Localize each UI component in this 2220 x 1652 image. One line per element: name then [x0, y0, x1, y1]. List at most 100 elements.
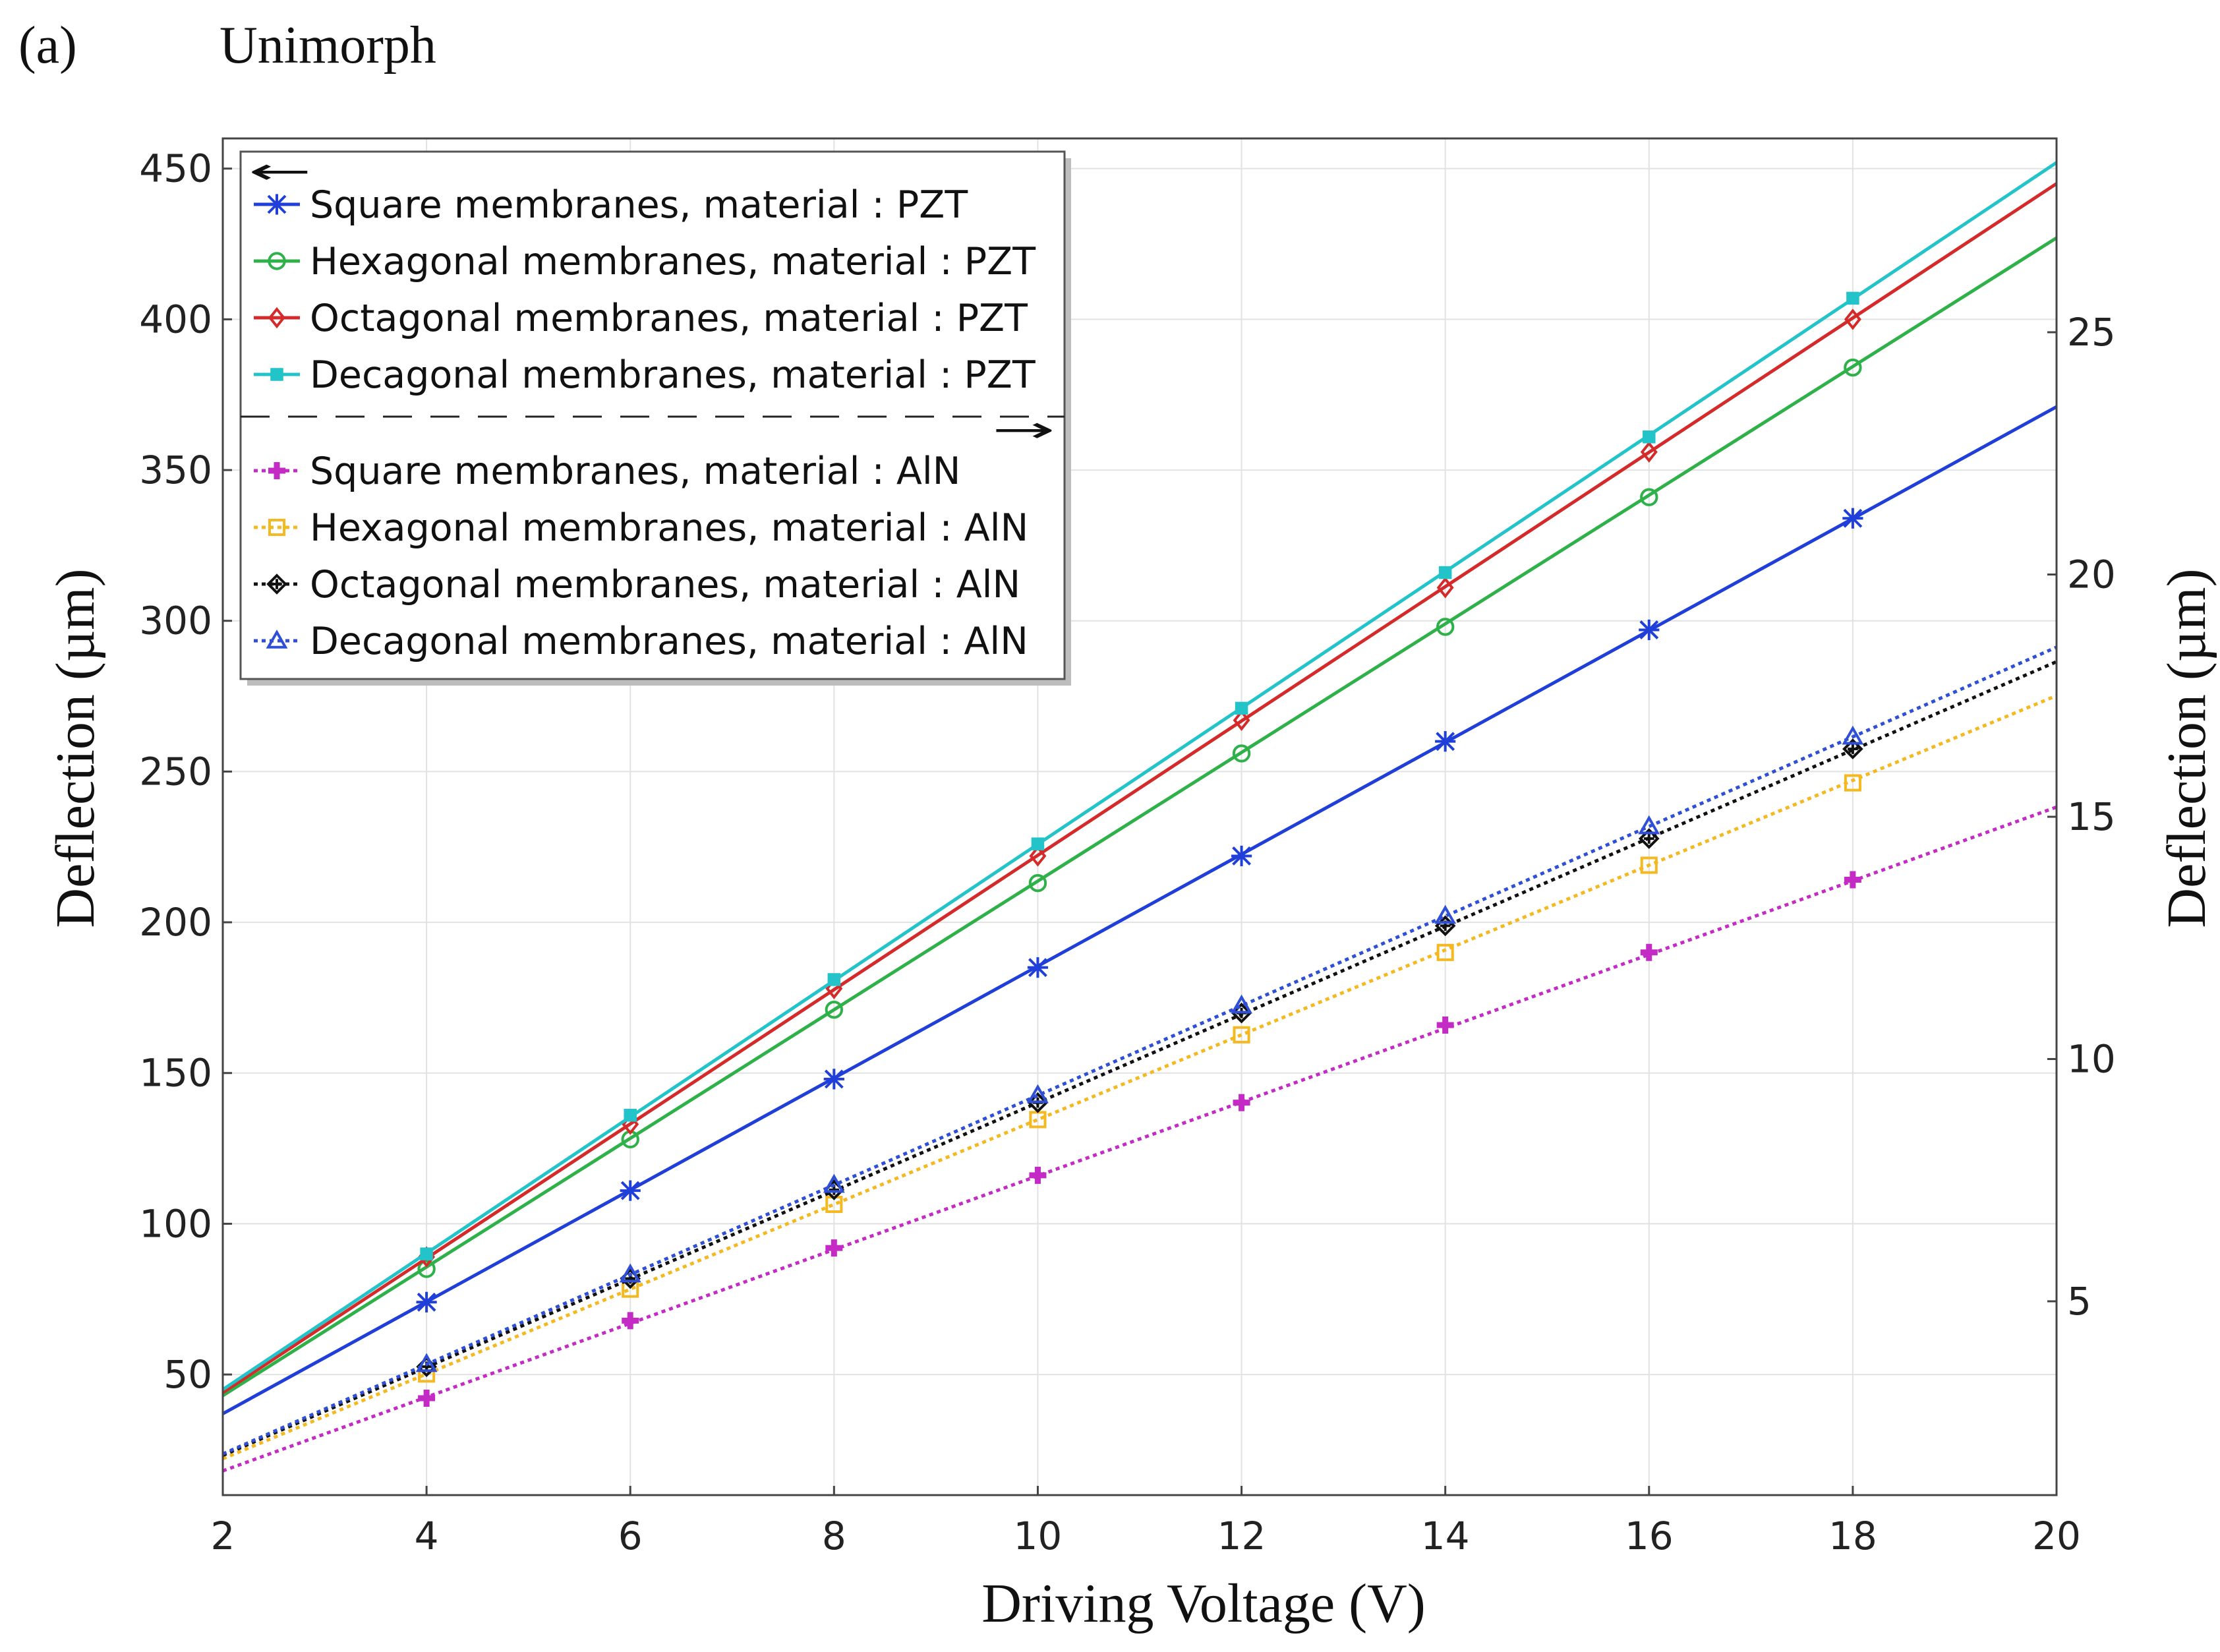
legend-label-6: Octagonal membranes, material : AlN: [310, 563, 1020, 606]
legend-item-7: Decagonal membranes, material : AlN: [254, 620, 1028, 663]
legend-marker-3: [270, 368, 283, 381]
series-5-point-5: [1436, 943, 1454, 961]
legend-marker-6: [266, 574, 287, 595]
series-0-point-2: [823, 1069, 844, 1090]
x-tick-label-3: 8: [822, 1514, 846, 1558]
x-tick-label-6: 14: [1421, 1514, 1470, 1558]
x-tick-label-7: 16: [1625, 1514, 1674, 1558]
series-0: [221, 405, 2058, 1415]
series-7-point-2: [823, 1173, 845, 1193]
x-tick-label-8: 18: [1828, 1514, 1877, 1558]
y-axis-label-right: Deflection (µm): [2156, 568, 2217, 928]
x-axis-label: Driving Voltage (V): [981, 1573, 1425, 1634]
series-4: [222, 805, 2057, 1473]
series-4-point-2: [825, 1239, 843, 1257]
series-line-4: [222, 805, 2057, 1473]
y2-tick-label-1: 10: [2067, 1037, 2116, 1082]
legend-label-5: Hexagonal membranes, material : AlN: [310, 506, 1028, 550]
series-4-point-4: [1233, 1094, 1250, 1111]
series-7-point-5: [1434, 904, 1457, 924]
legend-label-2: Octagonal membranes, material : PZT: [310, 297, 1028, 340]
series-6-point-6: [1638, 828, 1660, 849]
series-7-point-7: [1842, 725, 1864, 745]
series-1-point-4: [1232, 744, 1251, 763]
legend-marker-2: [268, 307, 285, 329]
x-tick-label-2: 6: [618, 1514, 643, 1558]
legend-item-0: Square membranes, material : PZT: [254, 183, 968, 227]
series-line-1: [221, 236, 2058, 1398]
series-3-point-6: [1643, 430, 1656, 444]
y-tick-label-5: 300: [139, 599, 212, 643]
chart-title: Unimorph: [219, 16, 436, 74]
y-axis-label-left: Deflection (µm): [45, 568, 106, 928]
y2-tick-label-0: 5: [2067, 1279, 2091, 1324]
series-2-point-4: [1233, 709, 1250, 731]
legend-label-1: Hexagonal membranes, material : PZT: [310, 240, 1036, 283]
series-3: [221, 161, 2058, 1392]
series-4-point-6: [1640, 943, 1658, 961]
x-tick-label-0: 2: [211, 1514, 235, 1558]
series-4-point-0: [418, 1390, 436, 1407]
legend-marker-7: [266, 629, 288, 649]
series-2-point-3: [1029, 845, 1047, 867]
series-6-point-7: [1842, 738, 1863, 759]
series-1-point-3: [1028, 873, 1047, 893]
series-1-point-6: [1640, 488, 1658, 506]
y-tick-label-3: 200: [139, 900, 212, 945]
y-tick-label-6: 350: [139, 448, 212, 492]
series-7-point-3: [1026, 1084, 1049, 1104]
series-2-point-5: [1436, 577, 1454, 599]
series-4-point-5: [1436, 1017, 1454, 1034]
series-3-point-1: [624, 1109, 637, 1122]
series-1-point-5: [1436, 618, 1455, 636]
series-4-point-1: [622, 1312, 639, 1330]
series-line-7: [221, 645, 2058, 1456]
y-tick-label-1: 100: [139, 1201, 212, 1246]
legend-marker-1: [268, 252, 286, 270]
series-1: [221, 236, 2058, 1398]
x-tick-label-9: 20: [2032, 1514, 2081, 1558]
series-0-point-6: [1639, 619, 1660, 641]
legend-label-3: Decagonal membranes, material : PZT: [310, 353, 1036, 397]
legend-item-6: Octagonal membranes, material : AlN: [254, 563, 1020, 606]
series-4-point-3: [1029, 1166, 1047, 1184]
y2-tick-label-4: 25: [2067, 310, 2116, 355]
series-1-point-0: [417, 1260, 436, 1278]
y-tick-label-7: 400: [139, 297, 212, 341]
series-0-point-3: [1027, 957, 1049, 978]
series-0-point-0: [416, 1291, 437, 1313]
series-5-point-6: [1640, 856, 1658, 874]
x-tick-label-1: 4: [415, 1514, 439, 1558]
legend-label-4: Square membranes, material : AlN: [310, 450, 960, 493]
series-line-3: [221, 161, 2058, 1392]
legend-label-0: Square membranes, material : PZT: [310, 183, 968, 227]
y2-tick-label-2: 15: [2067, 794, 2116, 839]
series-0-point-4: [1231, 845, 1252, 867]
series-1-point-7: [1844, 358, 1862, 377]
x-tick-label-4: 10: [1014, 1514, 1063, 1558]
axes: 2 4 6 8 10 12 14 16 18 20 50 100 150 200 250 300 350 400 4…: [139, 137, 2116, 1558]
series-1-point-2: [825, 1000, 844, 1019]
y-tick-label-8: 450: [139, 146, 212, 191]
y2-tick-label-3: 20: [2067, 552, 2116, 597]
series-7-point-4: [1231, 994, 1253, 1014]
legend-item-4: Square membranes, material : AlN: [254, 450, 960, 493]
series-line-5: [222, 693, 2057, 1461]
y-tick-label-0: 50: [163, 1352, 212, 1397]
legend-item-3: Decagonal membranes, material : PZT: [254, 353, 1036, 397]
series-5-point-4: [1233, 1026, 1250, 1044]
legend-item-5: Hexagonal membranes, material : AlN: [254, 506, 1028, 550]
legend-item-1: Hexagonal membranes, material : PZT: [254, 240, 1036, 283]
y-tick-label-4: 250: [139, 749, 212, 794]
series-3-point-0: [420, 1247, 433, 1260]
series-7: [221, 645, 2058, 1456]
series-7-point-0: [415, 1353, 438, 1372]
series-5-point-7: [1844, 774, 1861, 792]
series-3-point-3: [1031, 837, 1045, 850]
series-line-6: [222, 660, 2057, 1458]
series-3-point-2: [827, 973, 841, 986]
series-line-2: [221, 182, 2058, 1394]
series-3-point-7: [1846, 291, 1859, 305]
legend-marker-0: [266, 194, 287, 215]
